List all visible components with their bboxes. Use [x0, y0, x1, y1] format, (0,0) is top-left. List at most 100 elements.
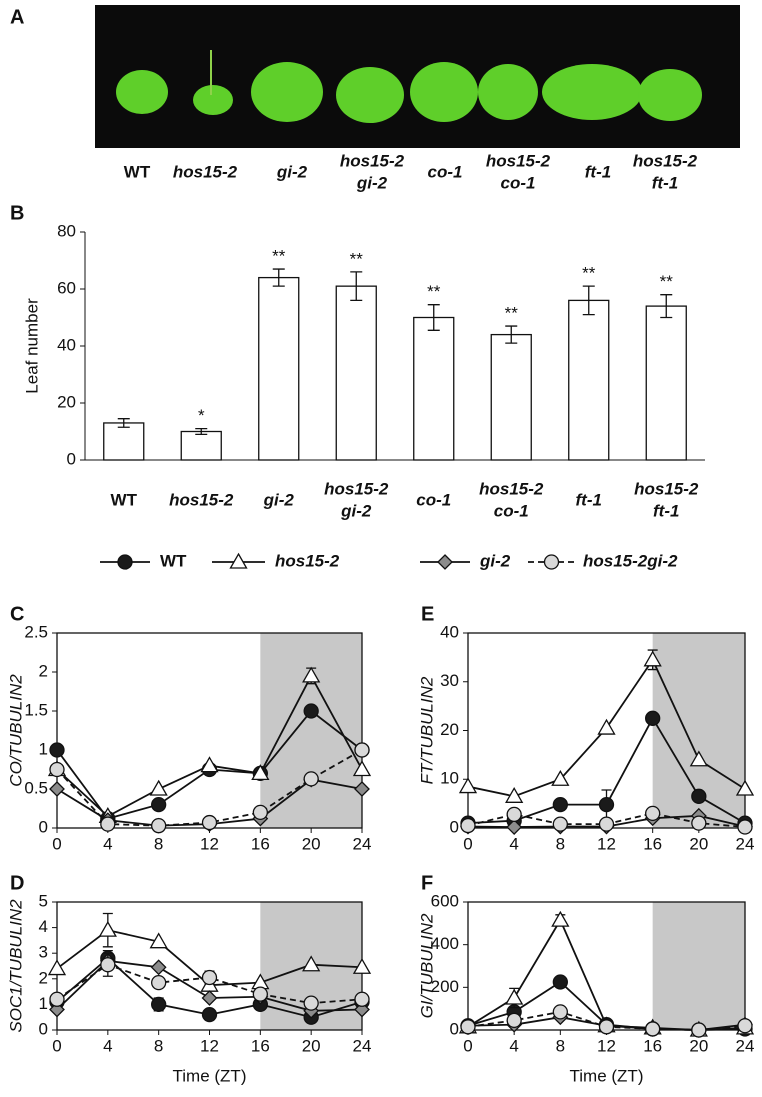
genotype-label: ft-1: [652, 173, 678, 192]
y-tick-label: 3: [39, 943, 48, 962]
genotype-label: ft-1: [585, 162, 611, 181]
y-tick-label: 2: [39, 968, 48, 987]
genotype-label: co-1: [501, 173, 536, 192]
y-axis-label: Leaf number: [22, 298, 41, 394]
x-tick-label: 12: [200, 1036, 219, 1055]
marker: [735, 779, 755, 796]
x-axis-label: Time (ZT): [570, 1066, 644, 1085]
marker: [151, 974, 167, 991]
marker: [151, 796, 167, 813]
marker: [100, 816, 116, 832]
marker: [352, 957, 372, 974]
marker: [552, 816, 568, 832]
x-tick-label: 16: [643, 834, 662, 853]
genotype-label: hos15-2: [173, 162, 238, 181]
x-tick-label: 24: [736, 834, 755, 853]
y-tick-label: 80: [57, 221, 76, 240]
x-tick-label: 0: [463, 834, 472, 853]
x-tick-label: 12: [597, 834, 616, 853]
marker: [506, 806, 522, 822]
x-tick-label: 16: [643, 1036, 662, 1055]
marker: [737, 1018, 753, 1034]
marker: [505, 787, 524, 803]
marker: [252, 986, 268, 1002]
panel-label: A: [10, 6, 24, 28]
x-tick-label: 12: [200, 834, 219, 853]
marker: [100, 957, 116, 973]
marker: [354, 781, 370, 797]
bar: [645, 305, 687, 461]
x-tick-label: 20: [689, 1036, 708, 1055]
bar: [568, 299, 610, 461]
marker: [49, 781, 65, 797]
error-bar: [117, 418, 130, 428]
x-tick-label: 4: [509, 1036, 518, 1055]
marker: [251, 764, 270, 781]
marker: [551, 769, 570, 786]
legend-label: WT: [160, 551, 187, 570]
y-tick-label: 0: [39, 1019, 48, 1038]
marker: [505, 988, 524, 1005]
y-tick-label: 200: [431, 977, 459, 996]
legend-label: hos15-2: [275, 551, 340, 570]
marker: [354, 742, 370, 758]
y-axis-label: GI/TUBULIN2: [417, 913, 436, 1018]
marker: [691, 788, 707, 804]
marker: [49, 742, 65, 758]
panel-label: C: [10, 603, 24, 625]
marker: [506, 1012, 522, 1029]
genotype-label: hos15-2: [633, 151, 698, 170]
bar: [413, 316, 455, 461]
legend-marker: [117, 554, 133, 570]
panel-label: D: [10, 872, 24, 894]
y-tick-label: 0: [450, 1019, 459, 1038]
y-tick-label: 4: [39, 917, 48, 936]
y-tick-label: 2: [39, 661, 48, 680]
bar: [335, 285, 377, 461]
legend-marker: [437, 554, 453, 570]
legend-marker: [229, 552, 248, 569]
y-tick-label: 0: [450, 817, 459, 836]
marker: [460, 1019, 476, 1035]
x-tick-label: 8: [154, 834, 163, 853]
significance: *: [198, 406, 205, 425]
genotype-label: co-1: [494, 501, 529, 520]
y-tick-label: 20: [440, 720, 459, 739]
genotype-label: co-1: [416, 490, 451, 509]
y-tick-label: 2.5: [24, 622, 48, 641]
marker: [303, 771, 319, 787]
marker: [598, 816, 615, 832]
error-bar: [505, 325, 518, 344]
x-tick-label: 24: [736, 1036, 755, 1055]
marker: [150, 959, 167, 976]
y-tick-label: 0.5: [24, 778, 48, 797]
marker: [303, 703, 319, 719]
error-bar: [350, 271, 363, 302]
significance: **: [272, 247, 286, 266]
x-tick-label: 4: [103, 834, 112, 853]
marker: [645, 805, 661, 822]
significance: **: [660, 272, 674, 291]
genotype-label: hos15-2: [324, 479, 389, 498]
marker: [737, 819, 753, 835]
y-tick-label: 400: [431, 934, 459, 953]
significance: **: [427, 282, 441, 301]
genotype-label: co-1: [428, 162, 463, 181]
marker: [201, 1006, 218, 1023]
marker: [200, 756, 219, 773]
genotype-label: hos15-2: [486, 151, 551, 170]
x-tick-label: 8: [556, 1036, 565, 1055]
genotype-label: WT: [111, 490, 138, 509]
marker: [552, 974, 568, 990]
night-shade: [260, 633, 362, 828]
y-tick-label: 40: [57, 335, 76, 354]
marker: [352, 760, 372, 777]
significance: **: [505, 304, 519, 323]
error-bar: [427, 304, 440, 331]
marker: [201, 814, 218, 831]
error-bar: [660, 294, 673, 319]
legend-label: gi-2: [479, 551, 511, 570]
y-tick-label: 10: [440, 769, 459, 788]
marker: [303, 995, 319, 1011]
